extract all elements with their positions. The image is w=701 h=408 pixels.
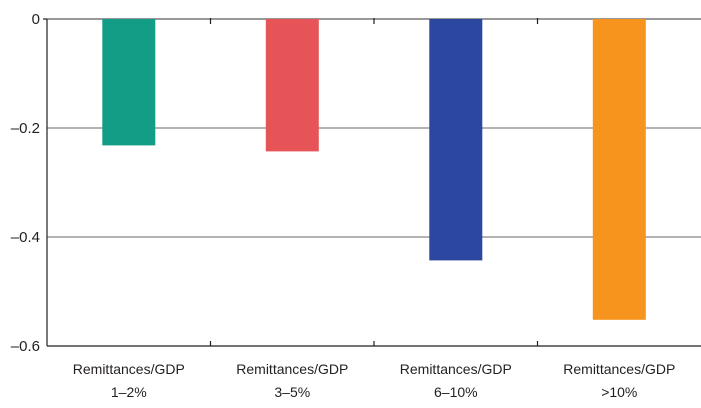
- y-tick-label-0: 0: [32, 11, 40, 28]
- bars: [102, 19, 646, 320]
- bar-1: [265, 19, 319, 152]
- category-label-1-line1: Remittances/GDP: [236, 361, 348, 377]
- category-label-3-line2: >10%: [601, 384, 637, 400]
- axes: [43, 18, 701, 347]
- bar-2: [429, 19, 483, 261]
- category-label-3-line1: Remittances/GDP: [563, 361, 675, 377]
- category-labels: Remittances/GDP 1–2% Remittances/GDP 3–5% Re…: [73, 361, 676, 400]
- category-label-0-line1: Remittances/GDP: [73, 361, 185, 377]
- y-tick-label-3: –0.6: [11, 338, 40, 355]
- y-tick-label-2: –0.4: [11, 229, 40, 246]
- category-label-0-line2: 1–2%: [111, 384, 147, 400]
- category-label-2-line1: Remittances/GDP: [400, 361, 512, 377]
- y-tick-labels: 0 –0.2 –0.4 –0.6: [11, 11, 40, 355]
- category-label-2-line2: 6–10%: [434, 384, 478, 400]
- bar-0: [102, 19, 156, 146]
- y-tick-label-1: –0.2: [11, 120, 40, 137]
- category-label-1-line2: 3–5%: [274, 384, 310, 400]
- bar-3: [592, 19, 646, 320]
